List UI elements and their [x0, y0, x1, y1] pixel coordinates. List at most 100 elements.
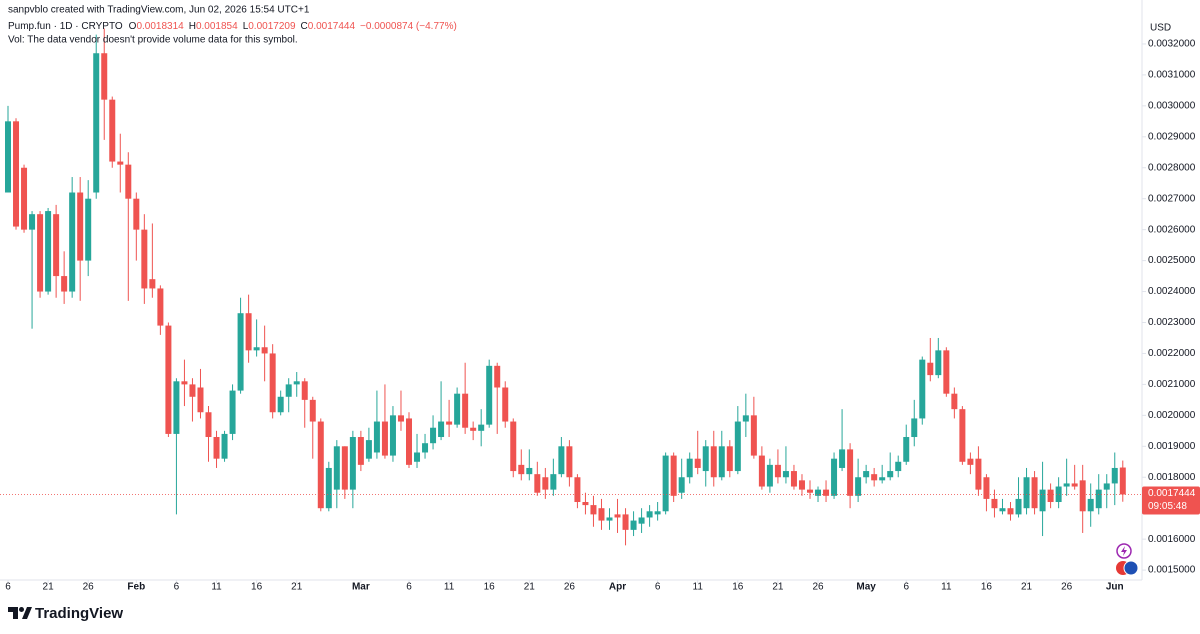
candle-body	[85, 198, 92, 261]
candle-body	[598, 508, 605, 521]
brand-logo: TradingView	[8, 605, 123, 622]
candle-body	[141, 229, 148, 289]
symbol: Pump.fun · 1D · CRYPTO	[8, 21, 123, 32]
candle-body	[574, 477, 581, 503]
candle-body	[758, 455, 765, 487]
candle-body	[1103, 483, 1110, 490]
candle-body	[518, 464, 525, 475]
candle-body	[237, 313, 244, 391]
candle-body	[526, 467, 533, 475]
candle-body	[21, 167, 28, 230]
candle-body	[29, 214, 36, 230]
candle-body	[750, 415, 757, 456]
candle-body	[125, 164, 132, 199]
candle-body	[855, 477, 862, 496]
y-tick-label: 0.0025000	[1148, 255, 1196, 266]
y-tick-label: 0.0018000	[1148, 472, 1196, 483]
candle-body	[718, 446, 725, 478]
candle-body	[462, 393, 469, 428]
candle-body	[470, 427, 477, 431]
x-tick-label: 11	[211, 582, 222, 593]
ohlc-letter: H	[189, 21, 196, 32]
ohlc-letter: C	[301, 21, 308, 32]
candle-body	[406, 418, 412, 465]
x-tick-label: 16	[251, 582, 263, 593]
x-tick-label: 11	[941, 582, 952, 593]
alert-icon[interactable]	[1116, 543, 1132, 559]
candle-body	[991, 498, 998, 509]
candle-body	[782, 471, 789, 478]
candle-body	[903, 437, 910, 462]
x-tick-label: 6	[903, 582, 909, 593]
candle-body	[1087, 498, 1094, 512]
volume-note: Vol: The data vendor doesn't provide vol…	[8, 35, 298, 46]
candle-body	[638, 517, 645, 524]
candle-body	[438, 421, 445, 438]
candle-body	[542, 477, 549, 490]
candle-body	[726, 446, 733, 472]
x-tick-label: 6	[174, 582, 180, 593]
candle-body	[1015, 498, 1022, 515]
candle-body	[550, 474, 557, 490]
candle-body	[309, 399, 316, 422]
candle-body	[999, 508, 1006, 512]
x-tick-label: Feb	[127, 582, 145, 593]
y-tick-label: 0.0031000	[1148, 70, 1196, 81]
candle-body	[494, 365, 501, 388]
y-tick-label: 0.0029000	[1148, 131, 1196, 142]
x-tick-label: 21	[291, 582, 303, 593]
ohlc-letter: O	[129, 21, 137, 32]
candle-body	[229, 390, 236, 434]
ohlc-value: 0.001854	[196, 21, 238, 32]
candle-body	[734, 421, 741, 472]
candle-body	[566, 446, 573, 478]
x-tick-label: 16	[484, 582, 496, 593]
candle-body	[670, 455, 677, 496]
candle-body	[189, 384, 196, 397]
y-tick-label: 0.0023000	[1148, 317, 1196, 328]
candle-body	[590, 505, 597, 515]
x-tick-label: 16	[732, 582, 744, 593]
y-tick-label: 0.0030000	[1148, 100, 1196, 111]
candle-body	[261, 347, 268, 354]
candle-body	[895, 461, 902, 472]
candle-body	[165, 325, 172, 434]
alert-icon-bolt[interactable]	[1121, 546, 1127, 556]
candle-body	[606, 517, 613, 521]
x-tick-label: 11	[693, 582, 704, 593]
y-tick-label: 0.0032000	[1148, 39, 1196, 50]
candle-body	[381, 421, 388, 456]
author-line: sanpvblo created with TradingView.com, J…	[8, 5, 310, 16]
candle-body	[975, 458, 982, 490]
last-price-label: 0.0017444	[1148, 488, 1196, 499]
candle-body	[109, 99, 116, 162]
candle-body	[1119, 467, 1126, 495]
candle-body	[815, 489, 822, 496]
flag-icons[interactable]	[1116, 560, 1139, 576]
candle-body	[117, 161, 124, 165]
candles	[0, 28, 1142, 546]
y-tick-label: 0.0022000	[1148, 348, 1196, 359]
candle-body	[871, 474, 878, 481]
candle-body	[253, 347, 260, 351]
change: −0.0000874 (−4.77%)	[360, 21, 457, 32]
y-tick-label: 0.0015000	[1148, 565, 1196, 576]
brand-mark	[8, 607, 18, 619]
ohlc-letter: L	[243, 21, 249, 32]
candle-body	[943, 350, 950, 394]
candle-body	[774, 464, 781, 478]
candle-body	[245, 313, 252, 351]
candle-body	[205, 412, 212, 438]
candle-body	[389, 415, 396, 456]
candle-body	[534, 474, 541, 493]
candle-body	[341, 446, 348, 490]
x-tick-label: 26	[564, 582, 576, 593]
candle-body	[349, 437, 356, 490]
candle-body	[823, 489, 830, 496]
x-tick-label: Apr	[609, 582, 626, 593]
flag-icon[interactable]	[1123, 560, 1139, 576]
ohlc-legend: Pump.fun · 1D · CRYPTO O0.0018314 H0.00185…	[8, 21, 457, 32]
candle-body	[839, 449, 846, 468]
